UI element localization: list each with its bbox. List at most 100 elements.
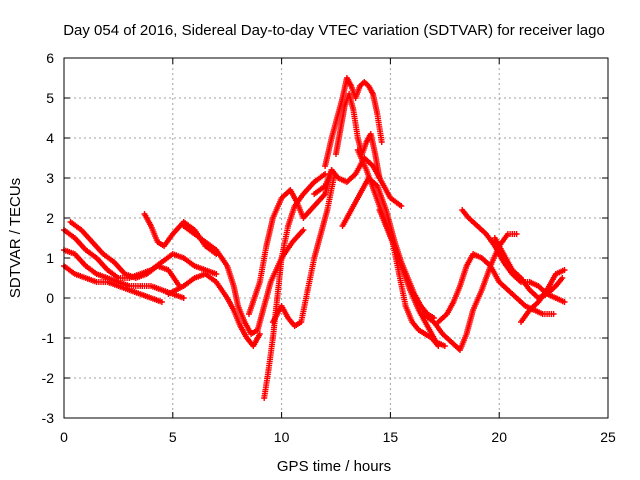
data-point xyxy=(515,232,518,236)
y-tick-label: -2 xyxy=(42,370,55,386)
data-point xyxy=(243,320,246,324)
data-point xyxy=(256,328,259,332)
data-point xyxy=(215,280,218,284)
data-point xyxy=(160,260,164,264)
data-point xyxy=(397,272,401,276)
data-point xyxy=(506,288,510,292)
series-track-11 xyxy=(322,75,385,169)
data-point xyxy=(471,252,475,256)
chart-title: Day 054 of 2016, Sidereal Day-to-day VTE… xyxy=(63,22,605,39)
data-point xyxy=(369,132,372,136)
data-point xyxy=(319,232,322,236)
data-point xyxy=(426,324,429,328)
data-point xyxy=(354,96,357,100)
data-point xyxy=(232,308,235,312)
data-point xyxy=(302,192,305,196)
data-point xyxy=(350,84,353,88)
data-point xyxy=(258,280,261,284)
data-point xyxy=(554,284,557,288)
data-point xyxy=(313,256,316,260)
data-point xyxy=(345,76,349,80)
data-point xyxy=(182,220,185,224)
data-point xyxy=(561,276,564,280)
data-point xyxy=(252,344,255,348)
data-point xyxy=(400,204,403,208)
data-point xyxy=(506,232,510,236)
data-point xyxy=(249,332,253,336)
data-point xyxy=(528,280,531,284)
data-point xyxy=(345,180,349,184)
data-point xyxy=(204,240,207,244)
data-point xyxy=(384,208,388,212)
data-point xyxy=(545,288,549,292)
data-point xyxy=(117,284,120,288)
data-point xyxy=(515,296,518,300)
data-point xyxy=(524,304,527,308)
data-point xyxy=(480,256,483,260)
data-point xyxy=(380,140,383,144)
data-point xyxy=(171,232,174,236)
data-point xyxy=(437,320,440,324)
data-point xyxy=(484,232,488,236)
data-point xyxy=(537,300,540,304)
data-point xyxy=(445,312,449,316)
data-point xyxy=(461,208,464,212)
data-point xyxy=(271,320,275,324)
data-point xyxy=(73,272,77,276)
data-point xyxy=(215,272,218,276)
data-point xyxy=(339,128,342,132)
series-track-9 xyxy=(246,167,335,317)
data-point xyxy=(371,92,375,96)
data-point xyxy=(160,288,164,292)
data-point xyxy=(112,260,116,264)
data-point xyxy=(269,280,272,284)
data-point xyxy=(95,280,98,284)
data-point xyxy=(519,320,523,324)
data-point xyxy=(276,296,279,300)
y-tick-label: 4 xyxy=(46,130,54,146)
data-point xyxy=(293,204,296,208)
data-point xyxy=(295,200,298,204)
data-point xyxy=(430,336,433,340)
data-point xyxy=(280,304,283,308)
data-point xyxy=(286,224,290,228)
data-point xyxy=(84,276,88,280)
x-tick-label: 5 xyxy=(169,429,177,445)
data-point xyxy=(106,280,109,284)
data-point xyxy=(73,252,77,256)
data-point xyxy=(123,272,127,276)
data-point xyxy=(330,168,333,172)
data-point xyxy=(323,164,327,168)
data-point xyxy=(371,164,375,168)
y-axis-label: SDTVAR / TECUs xyxy=(7,178,24,298)
data-point xyxy=(204,268,207,272)
data-point xyxy=(128,284,131,288)
data-point xyxy=(289,188,292,192)
data-point xyxy=(489,264,492,268)
data-point xyxy=(134,276,137,280)
data-point xyxy=(117,276,120,280)
data-point xyxy=(280,256,283,260)
data-point xyxy=(528,288,531,292)
data-point xyxy=(367,84,370,88)
data-point xyxy=(193,264,196,268)
data-point xyxy=(334,152,338,156)
series-track-12 xyxy=(333,91,383,181)
data-point xyxy=(404,304,407,308)
data-point xyxy=(323,192,327,196)
data-point xyxy=(341,224,344,228)
data-point xyxy=(419,304,423,308)
data-point xyxy=(480,288,483,292)
data-point xyxy=(347,92,351,96)
data-point xyxy=(193,232,196,236)
data-point xyxy=(267,368,270,372)
series-track-10 xyxy=(269,175,337,329)
data-point xyxy=(519,276,523,280)
data-point xyxy=(313,180,316,184)
data-point xyxy=(391,240,394,244)
y-tick-label: 5 xyxy=(46,90,54,106)
data-layer xyxy=(61,75,568,401)
data-point xyxy=(149,224,153,228)
data-point xyxy=(145,272,148,276)
data-point xyxy=(182,296,185,300)
